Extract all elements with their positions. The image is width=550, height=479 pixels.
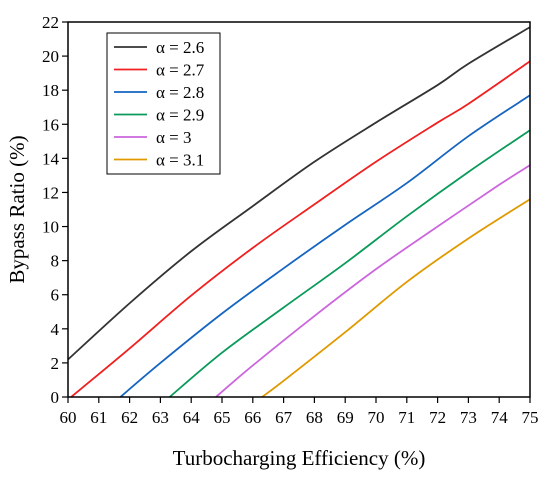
x-tick-label: 68	[306, 408, 323, 427]
y-tick-label: 4	[51, 320, 60, 339]
x-tick-label: 64	[183, 408, 201, 427]
y-tick-label: 8	[51, 252, 60, 271]
y-tick-label: 14	[42, 149, 60, 168]
series-line-3	[119, 94, 531, 398]
x-tick-label: 73	[460, 408, 477, 427]
y-tick-label: 0	[51, 388, 60, 407]
x-axis-title: Turbocharging Efficiency (%)	[173, 446, 426, 470]
x-tick-label: 62	[121, 408, 138, 427]
legend-box	[106, 32, 221, 175]
series-line-5	[215, 164, 531, 398]
x-tick-label: 66	[244, 408, 261, 427]
y-tick-label: 2	[51, 354, 60, 373]
y-tick-label: 6	[51, 286, 60, 305]
legend-label: α = 2.7	[156, 61, 205, 80]
y-tick-label: 18	[42, 81, 59, 100]
y-tick-label: 20	[42, 47, 59, 66]
x-tick-label: 69	[337, 408, 354, 427]
y-tick-label: 12	[42, 183, 59, 202]
legend-label: α = 3	[156, 128, 192, 147]
x-tick-label: 61	[90, 408, 107, 427]
y-tick-label: 10	[42, 218, 59, 237]
legend-label: α = 2.8	[156, 83, 204, 102]
legend-label: α = 2.9	[156, 106, 204, 125]
series-line-6	[261, 198, 531, 398]
x-tick-label: 72	[429, 408, 446, 427]
x-tick-label: 60	[60, 408, 77, 427]
plot-frame	[67, 21, 531, 398]
x-tick-label: 63	[152, 408, 169, 427]
legend-label: α = 3.1	[156, 151, 204, 170]
legend-label: α = 2.6	[156, 38, 204, 57]
x-tick-label: 70	[368, 408, 385, 427]
x-tick-label: 75	[522, 408, 539, 427]
x-tick-label: 65	[214, 408, 231, 427]
series-line-4	[169, 129, 531, 398]
y-axis-title: Bypass Ratio (%)	[5, 135, 29, 283]
x-tick-label: 74	[491, 408, 509, 427]
x-tick-label: 71	[398, 408, 415, 427]
x-tick-label: 67	[275, 408, 293, 427]
series-line-1	[67, 26, 531, 361]
y-tick-label: 16	[42, 115, 59, 134]
series-line-2	[70, 60, 531, 398]
y-tick-label: 22	[42, 13, 59, 32]
